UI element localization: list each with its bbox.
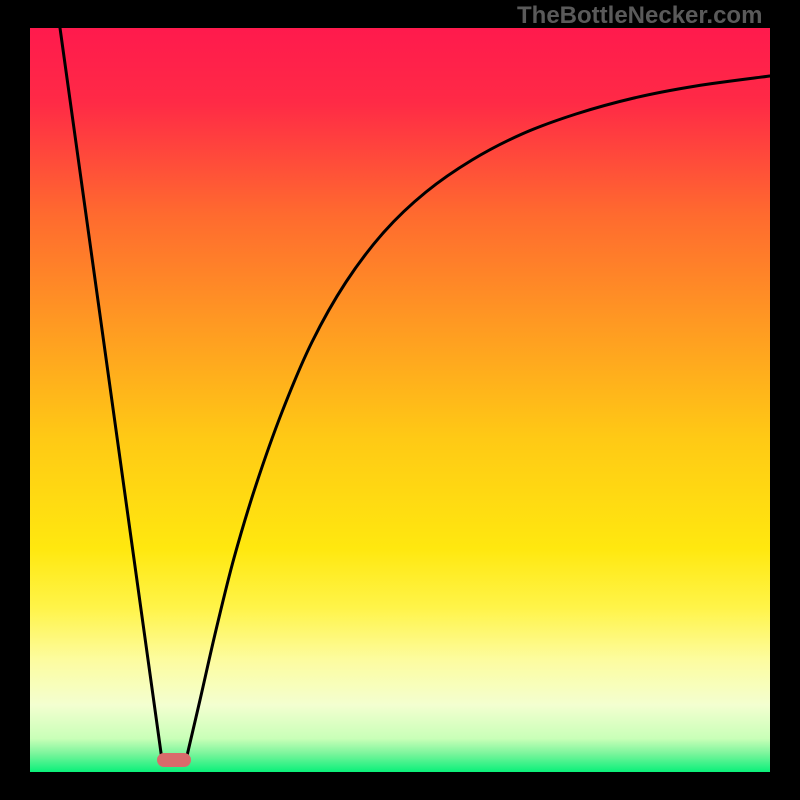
border-right [770,0,800,800]
border-bottom [0,772,800,800]
border-left [0,0,30,800]
watermark-text: TheBottleNecker.com [517,2,762,30]
bottleneck-chart: TheBottleNecker.com [0,0,800,800]
plot-border [0,0,800,800]
